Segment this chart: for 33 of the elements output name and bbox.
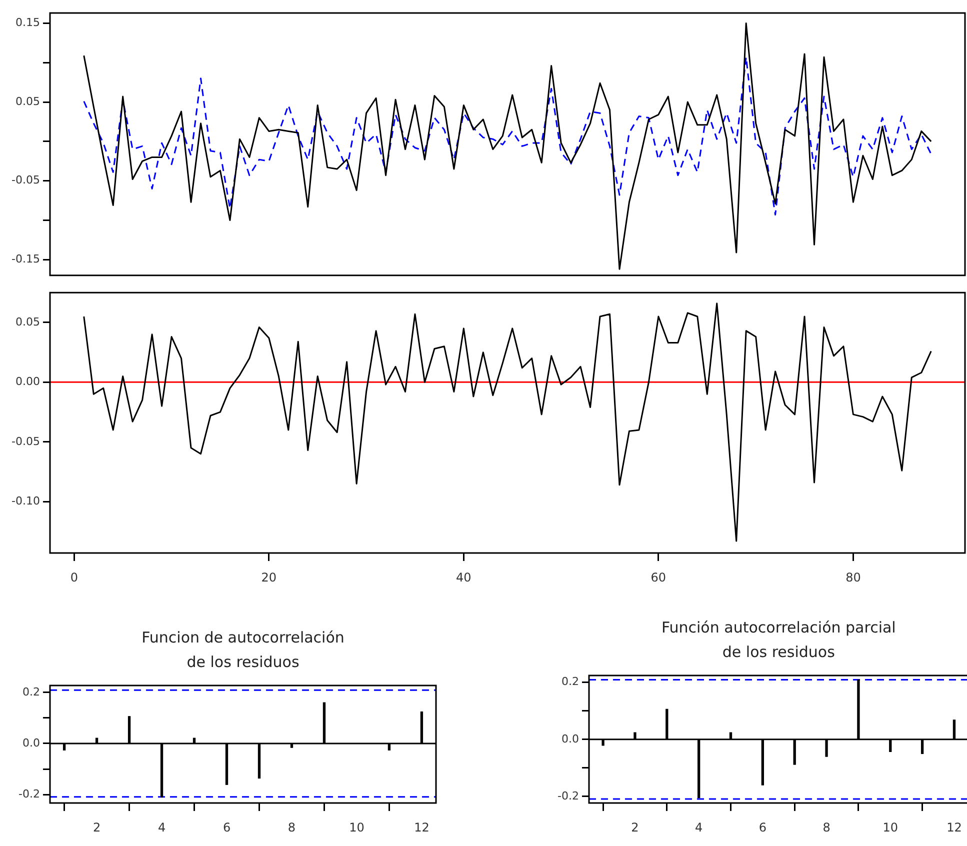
y-tick-label: -0.05 [12, 434, 40, 448]
x-tick-label: 8 [288, 820, 296, 834]
x-tick-label: 4 [695, 820, 703, 834]
y-tick-label: -0.05 [12, 174, 40, 187]
y-tick-label: 0.0 [562, 732, 579, 746]
y-tick-label: -0.2 [558, 789, 579, 802]
x-tick-label: 60 [650, 570, 666, 584]
chart-title: Funcion de autocorrelación de los residuos [142, 628, 344, 672]
y-tick-label: -0.2 [18, 787, 40, 800]
x-tick-label: 40 [456, 570, 472, 584]
y-tick-label: 0.0 [22, 736, 40, 750]
y-tick-label: 0.15 [16, 16, 40, 30]
y-tick-label: 0.00 [16, 375, 40, 388]
x-tick-label: 0 [70, 570, 78, 584]
chart-title: Función autocorrelación parcial de los residuos [661, 618, 896, 662]
x-tick-label: 8 [822, 820, 830, 834]
x-tick-label: 4 [158, 820, 166, 834]
y-tick-label: 0.05 [16, 315, 40, 328]
x-tick-label: 12 [414, 820, 430, 834]
y-tick-label: 0.05 [16, 94, 40, 108]
y-tick-label: 0.2 [562, 675, 579, 688]
x-tick-label: 2 [92, 820, 101, 834]
y-tick-label: -0.10 [12, 494, 40, 508]
x-tick-label: 2 [631, 820, 639, 834]
x-tick-label: 12 [946, 820, 962, 834]
x-tick-label: 6 [758, 820, 766, 834]
x-tick-label: 10 [349, 820, 364, 834]
x-tick-label: 80 [846, 570, 861, 584]
x-tick-label: 6 [222, 820, 231, 834]
y-tick-label: 0.2 [22, 685, 40, 698]
x-tick-label: 10 [882, 820, 898, 834]
x-tick-label: 20 [261, 570, 277, 584]
y-tick-label: -0.15 [12, 252, 40, 266]
